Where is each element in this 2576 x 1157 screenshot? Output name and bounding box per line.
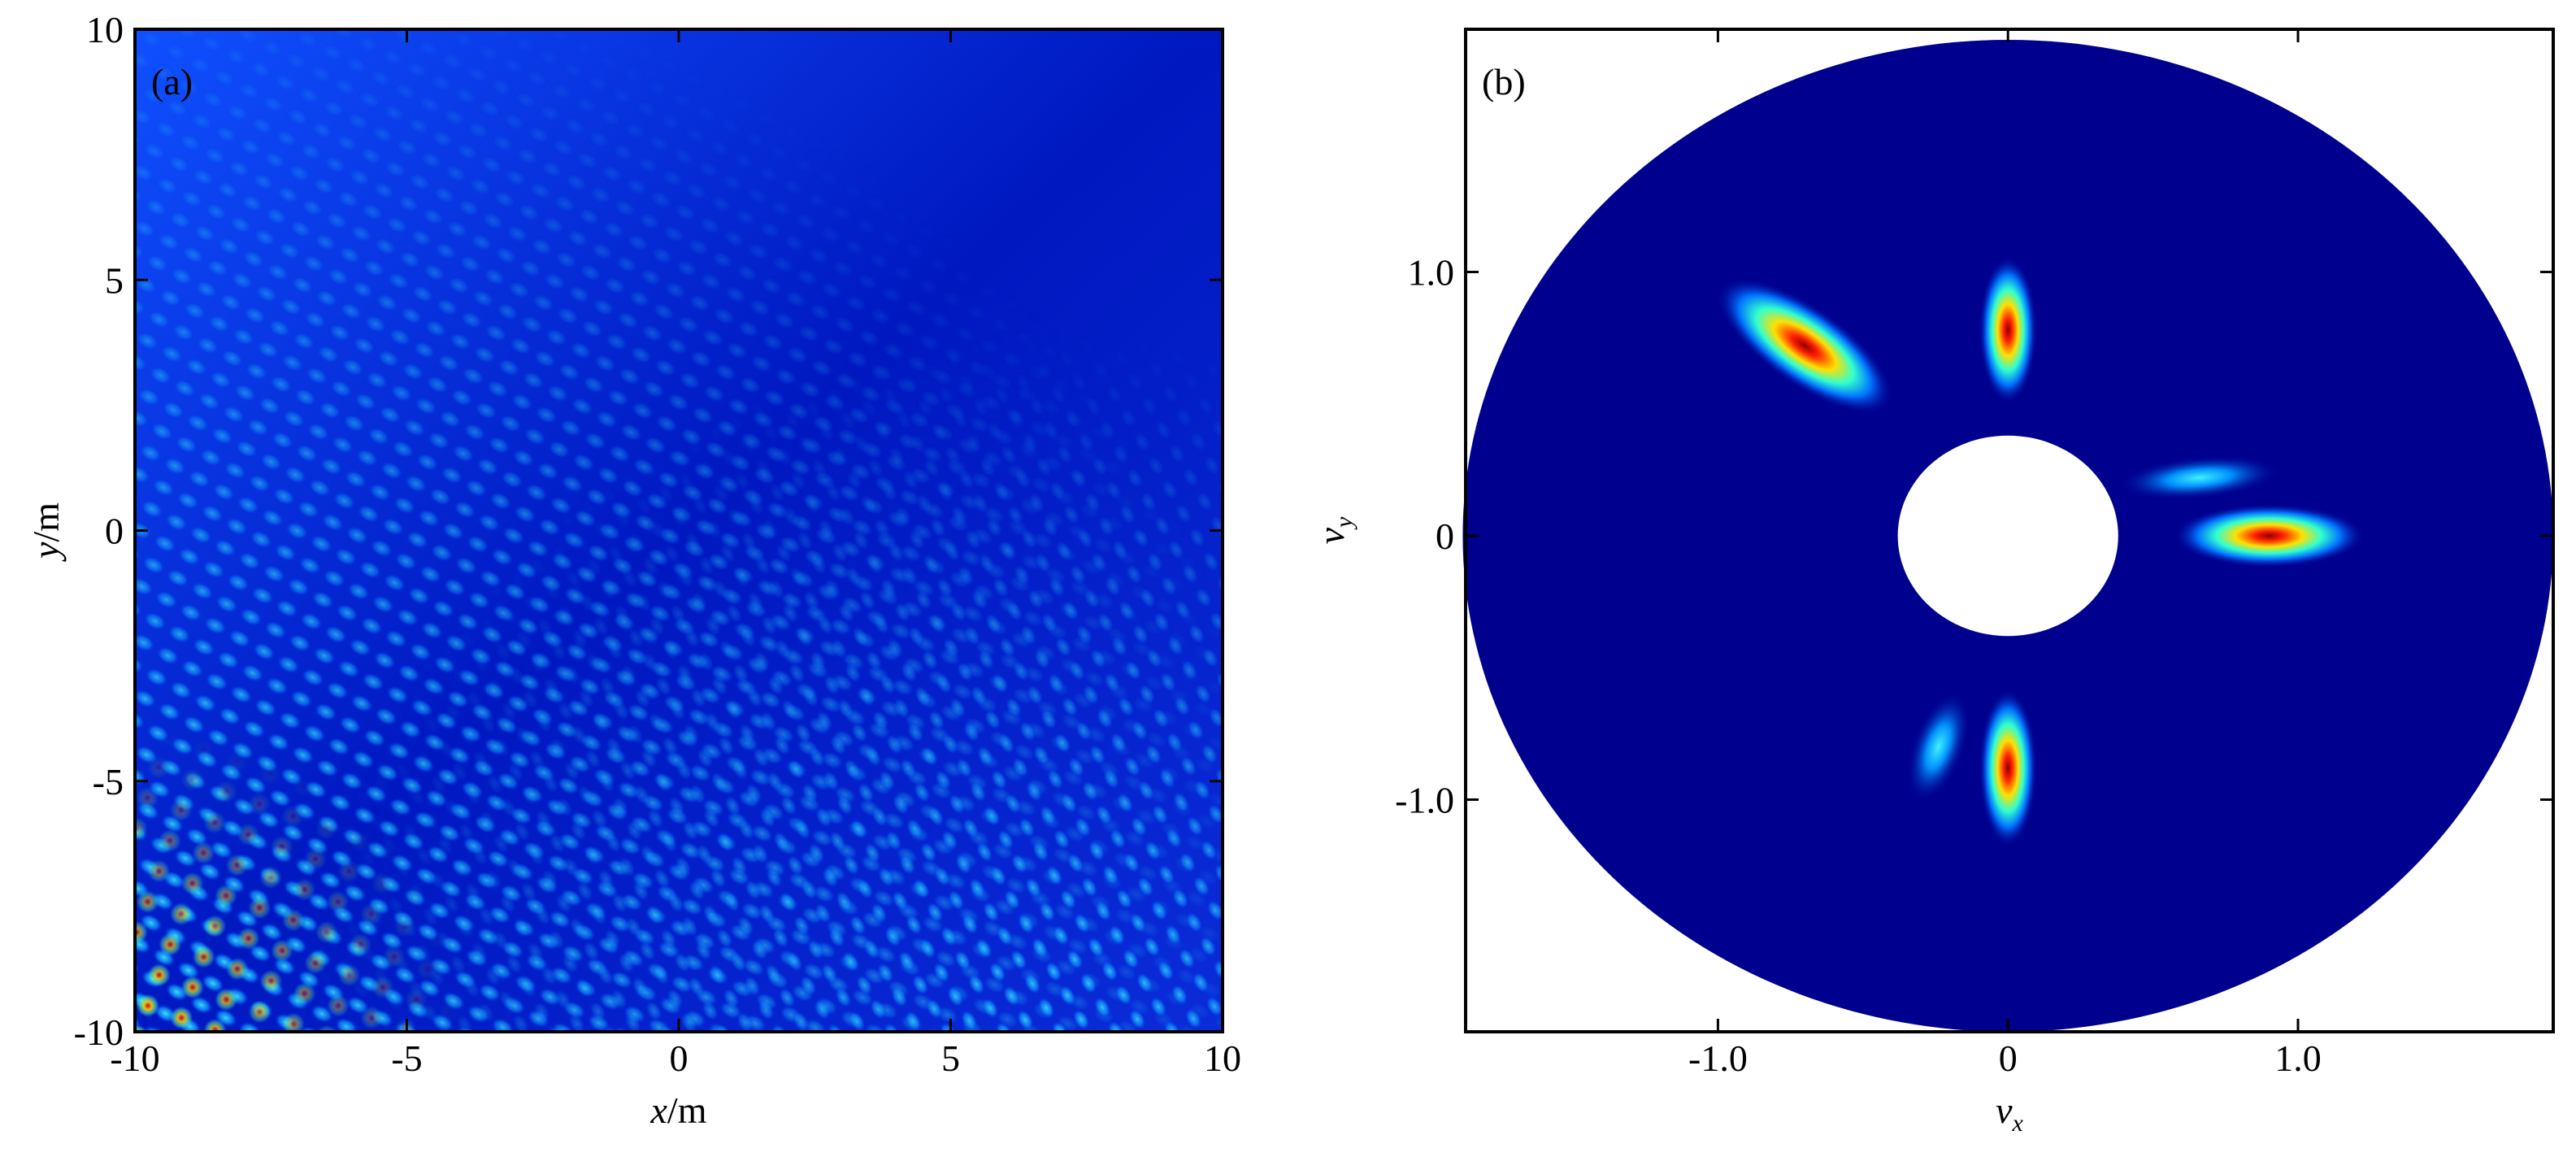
y-tick-label: -5 [93,761,124,803]
y-tick-label: 0 [105,511,124,552]
y-tick-label: 0 [1436,515,1454,557]
intensity-peak [1979,256,2037,404]
intensity-peak [1716,277,1894,415]
x-tick-label: 0 [1999,1037,2018,1079]
x-tick-label: 5 [941,1037,960,1079]
y-tick-label: -1.0 [1395,779,1454,820]
x-tick-label: 1.0 [2274,1037,2322,1079]
intensity-peak [2173,504,2365,568]
y-tick-label: 10 [86,9,124,50]
x-axis-label-part: x [650,1090,668,1131]
disk-hole [1897,435,2118,637]
x-axis-label-part: v [1996,1090,2013,1131]
y-tick-label: 1.0 [1408,252,1455,294]
x-axis-label: vx [1996,1090,2023,1137]
y-tick-label: -10 [74,1011,124,1053]
intensity-peak [2118,455,2281,500]
intensity-peak [1906,691,1970,803]
x-tick-label: -5 [391,1037,422,1079]
intensity-peak [1979,689,2037,847]
x-axis-label-part: x [2012,1110,2024,1137]
x-tick-label: -10 [110,1037,159,1079]
x-axis-label: x/m [650,1090,707,1131]
y-axis-label: y/m [25,502,67,562]
x-axis-label-part: /m [667,1090,707,1131]
y-tick-label: 5 [105,259,124,301]
panel-label: (a) [151,61,193,102]
x-tick-label: 0 [670,1037,689,1079]
plot-frame [1464,28,2555,1033]
y-axis-label-part: y [1331,516,1358,530]
x-tick-label: -1.0 [1688,1037,1748,1079]
y-axis-label-part: y [25,542,67,562]
x-tick-label: 10 [1204,1037,1241,1079]
y-axis-label-part: v [1310,527,1352,544]
interference-hotspot [135,29,1223,1032]
y-axis-label-part: /m [25,502,67,542]
panel-label: (b) [1482,61,1526,102]
y-axis-label: vy [1310,516,1358,544]
